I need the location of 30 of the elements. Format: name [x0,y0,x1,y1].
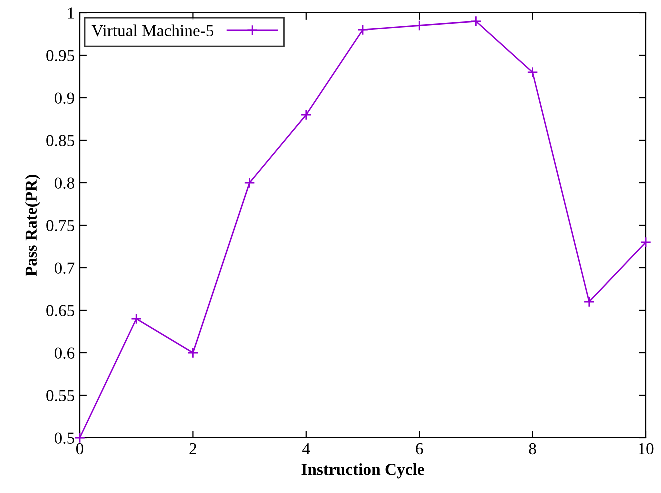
y-tick-label: 0.5 [54,432,74,444]
x-tick-label: 10 [639,443,654,455]
y-tick-label: 0.6 [54,348,75,360]
y-tick-label: 0.55 [46,390,74,402]
y-tick-label: 0.85 [46,135,74,147]
legend-label: Virtual Machine-5 [92,24,214,37]
point [640,236,652,248]
point [527,66,538,78]
y-tick-label: 0.95 [46,50,74,62]
point [188,347,199,359]
x-axis-title: Instruction Cycle [302,464,424,479]
point [357,24,369,36]
y-tick-label: 0.8 [54,178,75,190]
x-tick-label: 8 [529,443,536,455]
point [131,313,142,325]
x-tick-label: 4 [302,443,310,454]
point [584,296,595,308]
y-tick-label: 0.65 [46,305,74,317]
point [244,177,256,189]
y-axis-title: Pass Rate(PR) [25,175,40,276]
y-tick-label: 1 [68,8,74,19]
x-tick-label: 0 [76,443,84,455]
point [470,16,482,28]
point [300,109,312,121]
point [414,20,426,32]
x-tick-label: 2 [190,443,196,454]
x-tick-label: 6 [416,443,424,455]
y-tick-label: 0.9 [54,92,74,104]
y-tick-label: 0.75 [46,220,74,232]
y-tick-label: 0.7 [54,262,75,274]
